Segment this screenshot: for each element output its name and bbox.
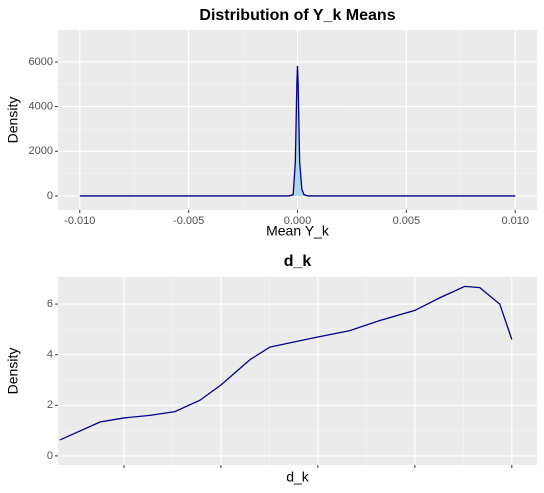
y-axis-label: Density [5,97,21,144]
density-line [59,285,513,441]
y-tick-label: 2 [47,399,53,411]
chart-title: Distribution of Y_k Means [199,7,395,24]
y-tick-label: 6000 [29,56,53,68]
density-area [79,65,516,196]
x-tick-label: 0.010 [501,215,529,227]
y-tick-label: 0 [47,450,53,462]
chart-title: d_k [284,253,312,270]
x-axis-label: Mean Y_k [266,223,330,239]
x-tick-label: 0.005 [393,215,421,227]
y-tick-label: 2000 [29,145,53,157]
x-tick-label: -0.005 [173,215,204,227]
x-tick-label: 0.000 [284,215,312,227]
x-axis-label: d_k [286,469,310,485]
panel [58,277,537,465]
x-tick-label: -0.010 [64,215,95,227]
y-tick-label: 6 [47,298,53,310]
density-line [79,65,516,197]
y-tick-label: 0 [47,190,53,202]
y-tick-label: 4 [47,349,53,361]
y-tick-label: 4000 [29,101,53,113]
y-axis-label: Density [5,348,21,395]
